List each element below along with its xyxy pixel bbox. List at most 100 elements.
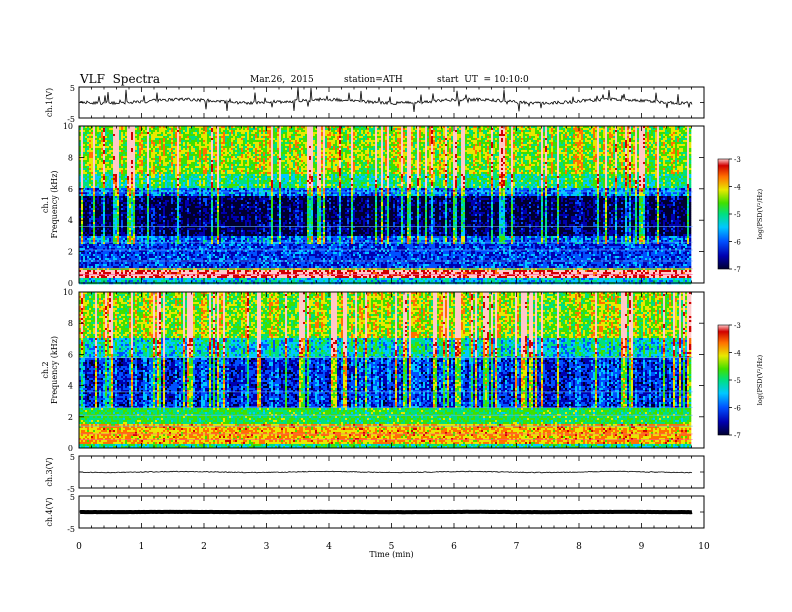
spectrogram-cell bbox=[135, 212, 137, 214]
spectrogram-cell bbox=[175, 182, 177, 184]
spectrogram-cell bbox=[203, 238, 205, 240]
spectrogram-cell bbox=[95, 210, 97, 212]
spectrogram-cell bbox=[199, 162, 201, 164]
spectrogram-cell bbox=[169, 134, 171, 136]
spectrogram-cell bbox=[93, 132, 95, 134]
spectrogram-cell bbox=[131, 174, 133, 176]
spectrogram-cell bbox=[93, 160, 95, 162]
spectrogram-cell bbox=[173, 236, 175, 238]
spectrogram-cell bbox=[135, 188, 137, 190]
spectrogram-cell bbox=[137, 222, 139, 224]
spectrogram-cell bbox=[173, 182, 175, 184]
spectrogram-cell bbox=[127, 160, 129, 162]
spectrogram-cell bbox=[105, 146, 107, 148]
spectrogram-cell bbox=[97, 134, 99, 136]
spectrogram-cell bbox=[169, 142, 171, 144]
spectrogram-cell bbox=[189, 266, 191, 268]
spectrogram-cell bbox=[203, 206, 205, 208]
spectrogram-cell bbox=[83, 232, 85, 234]
spectrogram-cell bbox=[193, 204, 195, 206]
spectrogram-cell bbox=[83, 212, 85, 214]
spectrogram-cell bbox=[171, 278, 173, 280]
spectrogram-cell bbox=[105, 182, 107, 184]
spectrogram-cell bbox=[125, 228, 127, 230]
spectrogram-cell bbox=[131, 158, 133, 160]
spectrogram-cell bbox=[153, 136, 155, 138]
spectrogram-cell bbox=[167, 162, 169, 164]
spectrogram-cell bbox=[107, 254, 109, 256]
spectrogram-cell bbox=[181, 166, 183, 168]
spectrogram-cell bbox=[115, 136, 117, 138]
spectrogram-cell bbox=[171, 266, 173, 268]
spectrogram-cell bbox=[145, 160, 147, 162]
spectrogram-cell bbox=[101, 208, 103, 210]
spectrogram-cell bbox=[109, 188, 111, 190]
spectrogram-cell bbox=[201, 216, 203, 218]
spectrogram-cell bbox=[127, 196, 129, 198]
spectrogram-cell bbox=[111, 194, 113, 196]
spectrogram-cell bbox=[83, 178, 85, 180]
spectrogram-cell bbox=[85, 148, 87, 150]
spectrogram-cell bbox=[163, 160, 165, 162]
spectrogram-cell bbox=[173, 158, 175, 160]
spectrogram-cell bbox=[183, 198, 185, 200]
spectrogram-cell bbox=[143, 216, 145, 218]
spectrogram-cell bbox=[169, 154, 171, 156]
spectrogram-cell bbox=[173, 224, 175, 226]
spectrogram-cell bbox=[137, 156, 139, 158]
spectrogram-cell bbox=[167, 198, 169, 200]
spectrogram-cell bbox=[161, 208, 163, 210]
spectrogram-cell bbox=[177, 166, 179, 168]
spectrogram-cell bbox=[161, 220, 163, 222]
spectrogram-cell bbox=[115, 144, 117, 146]
spectrogram-cell bbox=[187, 214, 189, 216]
spectrogram-cell bbox=[179, 140, 181, 142]
spectrogram-cell bbox=[101, 174, 103, 176]
spectrogram-cell bbox=[121, 130, 123, 132]
spectrogram-cell bbox=[199, 154, 201, 156]
spectrogram-cell bbox=[135, 256, 137, 258]
spectrogram-cell bbox=[163, 234, 165, 236]
spectrogram-cell bbox=[183, 178, 185, 180]
spectrogram-cell bbox=[201, 168, 203, 170]
spectrogram-cell bbox=[189, 140, 191, 142]
spectrogram-cell bbox=[115, 254, 117, 256]
spectrogram-cell bbox=[151, 140, 153, 142]
spectrogram-cell bbox=[135, 182, 137, 184]
spectrogram-cell bbox=[201, 188, 203, 190]
spectrogram-cell bbox=[99, 264, 101, 266]
spectrogram-cell bbox=[85, 166, 87, 168]
spectrogram-cell bbox=[119, 210, 121, 212]
spectrogram-cell bbox=[125, 244, 127, 246]
spectrogram-cell bbox=[139, 234, 141, 236]
spectrogram-cell bbox=[111, 196, 113, 198]
spectrogram-cell bbox=[117, 150, 119, 152]
spectrogram-cell bbox=[153, 150, 155, 152]
spectrogram-cell bbox=[91, 266, 93, 268]
spectrogram-cell bbox=[181, 134, 183, 136]
spectrogram-cell bbox=[195, 218, 197, 220]
spectrogram-cell bbox=[145, 258, 147, 260]
spectrogram-cell bbox=[171, 202, 173, 204]
spectrogram-cell bbox=[149, 160, 151, 162]
spectrogram-cell bbox=[177, 136, 179, 138]
spectrogram-cell bbox=[107, 166, 109, 168]
spectrogram-cell bbox=[163, 136, 165, 138]
spectrogram-cell bbox=[107, 168, 109, 170]
spectrogram-cell bbox=[123, 196, 125, 198]
spectrogram-cell bbox=[199, 198, 201, 200]
spectrogram-cell bbox=[173, 276, 175, 278]
spectrogram-cell bbox=[203, 154, 205, 156]
spectrogram-cell bbox=[101, 132, 103, 134]
spectrogram-cell bbox=[153, 198, 155, 200]
spectrogram-cell bbox=[149, 198, 151, 200]
spectrogram-cell bbox=[119, 256, 121, 258]
spectrogram-cell bbox=[133, 184, 135, 186]
spectrogram-cell bbox=[201, 196, 203, 198]
spectrogram-cell bbox=[177, 246, 179, 248]
spectrogram-cell bbox=[185, 252, 187, 254]
spectrogram-cell bbox=[145, 146, 147, 148]
spectrogram-cell bbox=[159, 134, 161, 136]
spectrogram-cell bbox=[193, 146, 195, 148]
spectrogram-cell bbox=[131, 138, 133, 140]
